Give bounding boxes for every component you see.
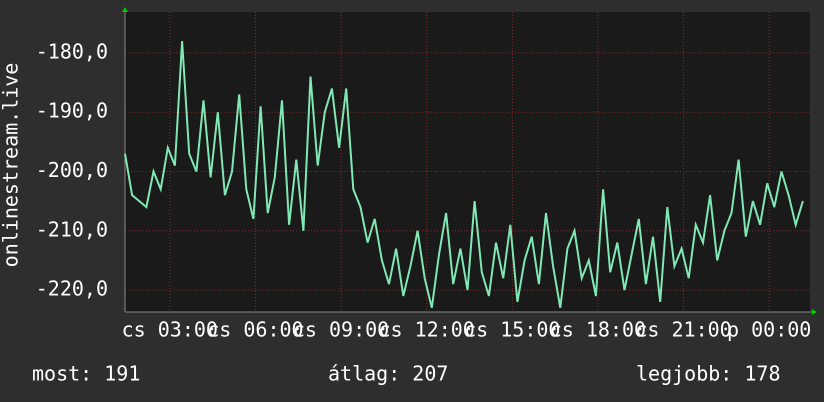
- y-tick-label: -180,0: [36, 39, 108, 63]
- stat-current: most: 191: [32, 362, 140, 386]
- y-tick-label: -220,0: [36, 277, 108, 301]
- stat-best: legjobb: 178: [636, 362, 781, 386]
- x-tick-label: cs 03:00: [122, 318, 218, 342]
- stat-average: átlag: 207: [328, 362, 448, 386]
- x-tick-label: p 00:00: [727, 318, 811, 342]
- data-line: [124, 41, 804, 309]
- x-tick-label: cs 15:00: [464, 318, 560, 342]
- axis-arrow: [122, 7, 128, 12]
- x-tick-label: cs 12:00: [379, 318, 475, 342]
- y-tick-label: -210,0: [36, 217, 108, 241]
- plot-area: [125, 12, 810, 312]
- y-tick-label: -190,0: [36, 99, 108, 123]
- y-axis-label: onlinestream.live: [0, 63, 23, 268]
- axis-arrow: [812, 309, 817, 315]
- x-tick-label: cs 06:00: [207, 318, 303, 342]
- x-tick-label: cs 09:00: [293, 318, 389, 342]
- x-tick-label: cs 21:00: [635, 318, 731, 342]
- x-tick-label: cs 18:00: [550, 318, 646, 342]
- y-tick-label: -200,0: [36, 158, 108, 182]
